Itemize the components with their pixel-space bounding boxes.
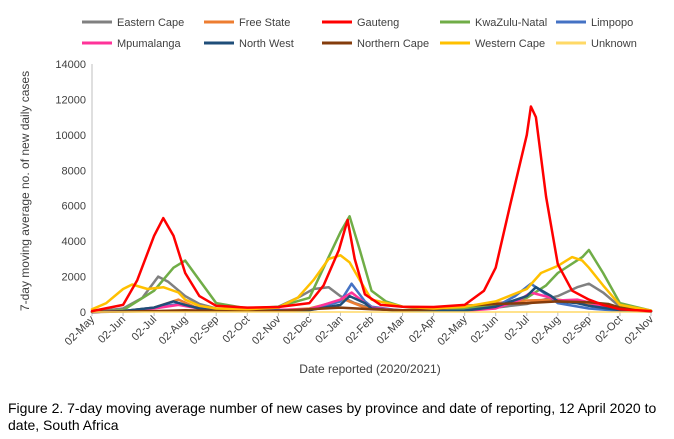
y-tick-label: 2000 (62, 272, 86, 284)
x-tick-label: 02-Feb (343, 314, 376, 347)
legend-label-north-west: North West (239, 38, 294, 50)
legend-label-kwazulu-natal: KwaZulu-Natal (475, 17, 547, 29)
y-tick-label: 0 (80, 307, 86, 319)
x-tick-label: 02-Apr (407, 313, 439, 345)
x-tick-label: 02-Mar (375, 313, 408, 346)
series-line-northern-cape (90, 300, 653, 314)
x-tick-label: 02-Sep (188, 314, 222, 348)
series-line-eastern-cape (90, 275, 653, 314)
legend-label-mpumalanga: Mpumalanga (117, 38, 181, 50)
legend: Eastern Cape Free State Gauteng KwaZulu-Nat… (82, 17, 637, 50)
figure-caption: Figure 2. 7-day moving average number of… (8, 400, 657, 433)
x-tick-label: 02-Jul (502, 314, 532, 344)
legend-label-gauteng: Gauteng (357, 17, 399, 29)
x-axis-title: Date reported (2020/2021) (299, 362, 440, 376)
chart: Eastern Cape Free State Gauteng KwaZulu-Nat… (18, 17, 657, 376)
legend-label-limpopo: Limpopo (591, 17, 633, 29)
x-tick-label: 02-Nov (250, 313, 284, 347)
x-tick-label: 02-Oct (221, 314, 253, 346)
y-tick-label: 12000 (55, 94, 86, 106)
x-tick-label: 02-Sep (560, 314, 594, 348)
legend-label-unknown: Unknown (591, 38, 637, 50)
series-line-western-cape (90, 254, 653, 312)
legend-label-eastern-cape: Eastern Cape (117, 17, 184, 29)
legend-label-northern-cape: Northern Cape (357, 38, 429, 50)
x-tick-label: 02-Jun (469, 314, 501, 346)
y-axis: 0 2000 4000 6000 8000 10000 12000 14000 (55, 59, 93, 319)
x-tick-label: 02-Aug (529, 314, 563, 348)
y-tick-label: 8000 (62, 165, 86, 177)
series-line-gauteng (90, 105, 653, 313)
y-axis-title: 7-day moving average no. of new daily ca… (18, 71, 32, 311)
legend-label-free-state: Free State (239, 17, 290, 29)
y-tick-label: 14000 (55, 59, 86, 71)
y-tick-label: 4000 (62, 236, 86, 248)
x-tick-label: 02-Jul (130, 314, 160, 344)
y-tick-label: 10000 (55, 130, 86, 142)
series-lines (90, 105, 653, 314)
x-tick-label: 02-Dec (281, 313, 315, 347)
y-tick-label: 6000 (62, 201, 86, 213)
x-tick-label: 02-Jan (313, 314, 345, 346)
x-tick-label: 02-Nov (623, 313, 657, 347)
x-tick-label: 02-Oct (593, 314, 625, 346)
legend-label-western-cape: Western Cape (475, 38, 545, 50)
series-line-kwazulu-natal (90, 215, 653, 314)
x-tick-label: 02-May (435, 313, 470, 348)
x-tick-label: 02-Jun (96, 314, 128, 346)
x-tick-label: 02-Aug (157, 314, 191, 348)
